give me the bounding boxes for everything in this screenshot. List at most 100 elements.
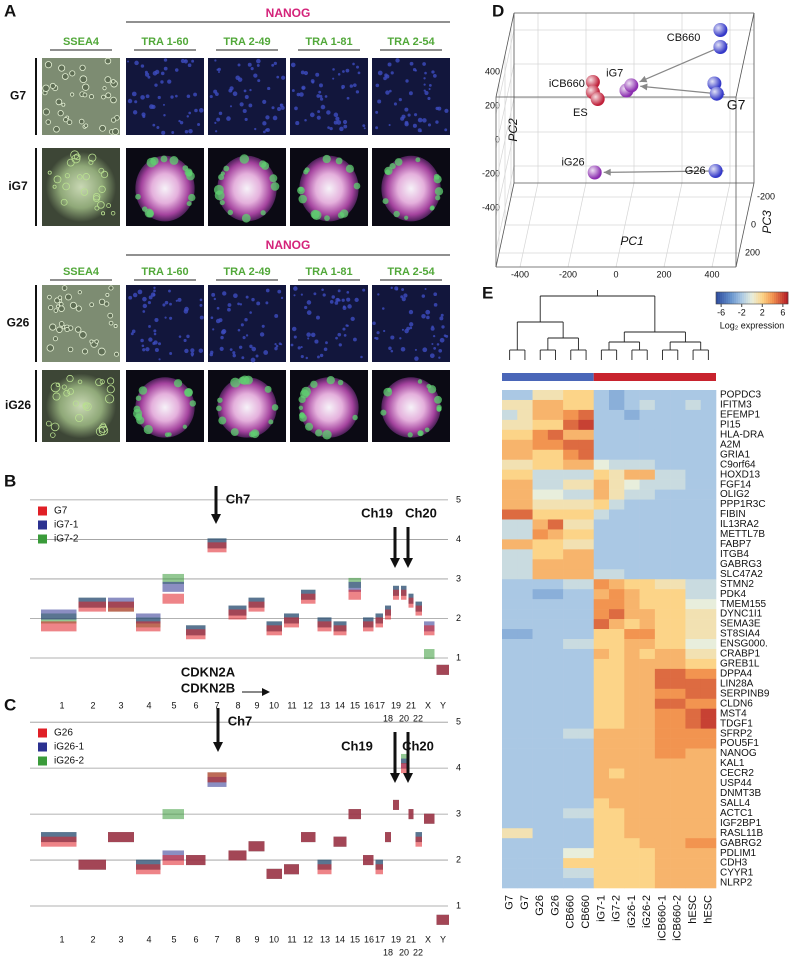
heatmap-cell: [532, 390, 549, 401]
heatmap-cell: [700, 439, 717, 451]
nucleus: [316, 315, 320, 320]
heatmap-cell: [547, 828, 564, 839]
copy-number-band: [186, 629, 206, 640]
heatmap-cell: [609, 838, 625, 849]
cell: [111, 79, 116, 84]
heatmap-cell: [670, 549, 686, 560]
heatmap-cell: [547, 439, 564, 451]
nucleus: [383, 329, 386, 333]
heatmap-cell: [654, 748, 671, 759]
cell: [99, 124, 106, 132]
heatmap-cell: [624, 539, 640, 550]
heatmap-cell: [517, 619, 533, 630]
colorbar-tick-label: -2: [738, 307, 746, 317]
nucleus: [241, 356, 245, 360]
copy-number-band: [424, 813, 435, 824]
copy-number-band: [228, 609, 247, 620]
nucleus: [242, 108, 247, 114]
heatmap-cell: [639, 808, 656, 819]
heatmap-cell: [517, 629, 533, 640]
heatmap-cell: [624, 678, 640, 690]
heatmap-cell: [609, 639, 625, 650]
heatmap-cell: [654, 708, 671, 719]
gene-label: RASL11B: [720, 828, 764, 839]
legend-swatch: [38, 756, 47, 766]
nucleus: [250, 357, 256, 363]
nucleus: [248, 103, 253, 108]
point-shine: [713, 40, 728, 54]
cell: [58, 64, 66, 72]
heatmap-cell: [517, 748, 533, 759]
micrograph: [372, 370, 450, 442]
cell: [108, 285, 114, 291]
chromosome-label: 18: [383, 713, 393, 723]
heatmap-cell: [670, 489, 686, 500]
heatmap-cell: [547, 808, 564, 819]
nucleus: [259, 332, 265, 337]
cell: [55, 382, 61, 387]
nucleus: [424, 288, 427, 291]
ssea-stain: [424, 427, 430, 433]
nucleus: [388, 89, 392, 93]
chromosome-label: 17: [375, 700, 385, 710]
nucleus: [421, 313, 426, 319]
heatmap-cell: [685, 788, 702, 799]
heatmap-cell: [502, 728, 518, 739]
heatmap-cell: [502, 539, 518, 550]
heatmap-cell: [563, 658, 579, 670]
ssea-stain: [218, 416, 227, 425]
heatmap-cell: [700, 728, 717, 739]
heatmap-cell: [563, 559, 579, 570]
colorbar-step: [770, 292, 773, 304]
heatmap-cell: [547, 529, 564, 540]
colorbar-step: [784, 292, 787, 304]
colorbar-step: [774, 292, 777, 304]
chromosome-label: 19: [391, 700, 401, 710]
y-tick-label: 2: [456, 854, 461, 864]
nucleus: [251, 346, 257, 352]
nucleus: [295, 121, 300, 126]
y-tick-label: 3: [456, 573, 461, 583]
point-shine: [709, 86, 724, 101]
nucleus: [219, 346, 224, 351]
heatmap-cell: [517, 778, 533, 789]
cell: [79, 331, 87, 339]
copy-number-band: [424, 649, 435, 660]
gene-label: ACTC1: [720, 808, 753, 819]
heatmap-cell: [502, 509, 518, 520]
nucleus: [193, 92, 197, 97]
cell: [73, 153, 81, 161]
heatmap-cell: [700, 589, 717, 600]
panel-label: D: [492, 1, 504, 20]
heatmap-cell: [593, 798, 610, 809]
copy-number-band: [408, 597, 414, 608]
nucleus: [296, 92, 301, 97]
chromosome-label: 15: [350, 934, 360, 944]
cell: [70, 150, 80, 160]
heatmap-cell: [624, 589, 640, 600]
micrograph: [372, 148, 450, 226]
nucleus: [256, 58, 261, 64]
nucleus: [335, 116, 340, 121]
chromosome-label: 15: [350, 700, 360, 710]
micrograph: [42, 370, 120, 442]
heatmap-cell: [685, 549, 702, 560]
heatmap-cell: [532, 868, 549, 879]
ssea-stain: [133, 405, 141, 413]
ssea-stain: [298, 395, 306, 404]
heatmap-cell: [654, 419, 671, 431]
cell: [61, 384, 67, 390]
gene-label: A2M: [720, 439, 741, 450]
nucleus: [162, 303, 166, 307]
gene-label: TDGF1: [720, 718, 753, 729]
micrograph: [372, 285, 450, 362]
trajectory-arrow: [639, 43, 728, 83]
ssea-stain: [143, 424, 153, 435]
chromosome-label: Y: [440, 934, 446, 944]
cell: [104, 57, 112, 65]
gene-label: DNMT3B: [720, 788, 761, 799]
nucleus: [341, 298, 345, 302]
heatmap-cell: [547, 589, 564, 600]
heatmap-cell: [517, 429, 533, 441]
heatmap-cell: [670, 559, 686, 570]
